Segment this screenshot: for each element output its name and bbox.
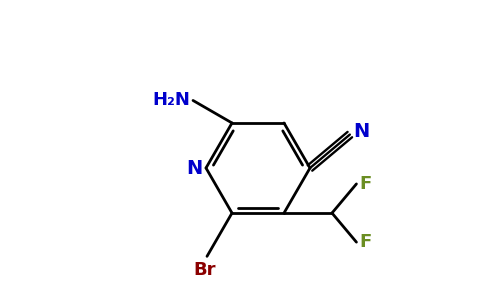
Text: F: F <box>360 175 372 193</box>
Text: N: N <box>186 158 202 178</box>
Text: H₂N: H₂N <box>152 92 190 110</box>
Text: N: N <box>353 122 369 141</box>
Text: Br: Br <box>194 261 216 279</box>
Text: F: F <box>360 233 372 251</box>
